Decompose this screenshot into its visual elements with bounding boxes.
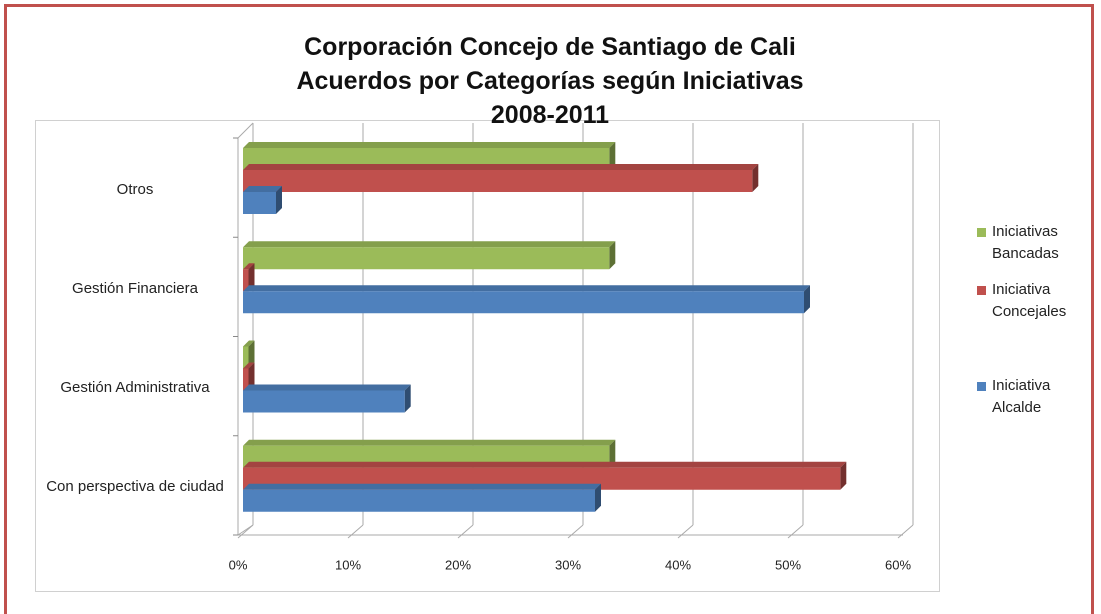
bar [243, 241, 616, 270]
plot-area [35, 120, 940, 592]
chart-title: Corporación Concejo de Santiago de Cali … [296, 33, 804, 129]
x-tick-label: 50% [775, 557, 801, 572]
x-tick-label: 40% [665, 557, 691, 572]
y-tick-label: Gestión Financiera [72, 279, 198, 297]
grid-line [787, 524, 804, 539]
legend-swatch [977, 286, 986, 295]
bar [243, 362, 255, 391]
y-tick-label: Otros [116, 180, 154, 198]
bar [243, 164, 759, 192]
bar [243, 483, 601, 512]
bar [243, 285, 810, 314]
bar [243, 186, 282, 214]
x-tick-label: 0% [229, 557, 248, 572]
legend-label: Iniciativa Concejales [992, 281, 1067, 320]
y-tick-label: Con perspectiva de ciudad [46, 478, 224, 496]
x-tick-label: 20% [445, 557, 471, 572]
grid-line [567, 524, 584, 539]
grid-line [347, 524, 364, 539]
frame [4, 4, 1094, 614]
x-tick-label: 30% [555, 557, 581, 572]
bar [243, 384, 411, 413]
grid-line [457, 524, 474, 539]
side-wall [237, 122, 254, 139]
x-tick-label: 60% [885, 557, 911, 572]
legend-label: Iniciativa Alcalde [992, 377, 1051, 416]
bar [243, 263, 255, 292]
bar [243, 340, 255, 369]
x-tick-label: 10% [335, 557, 361, 572]
legend-swatch [977, 382, 986, 391]
grid-line [897, 524, 914, 539]
legend-swatch [977, 228, 986, 237]
y-tick-label: Gestión Administrativa [60, 379, 210, 397]
grid-line [237, 524, 254, 539]
legend-label: Iniciativas Bancadas [992, 223, 1059, 262]
grid-line [677, 524, 694, 539]
